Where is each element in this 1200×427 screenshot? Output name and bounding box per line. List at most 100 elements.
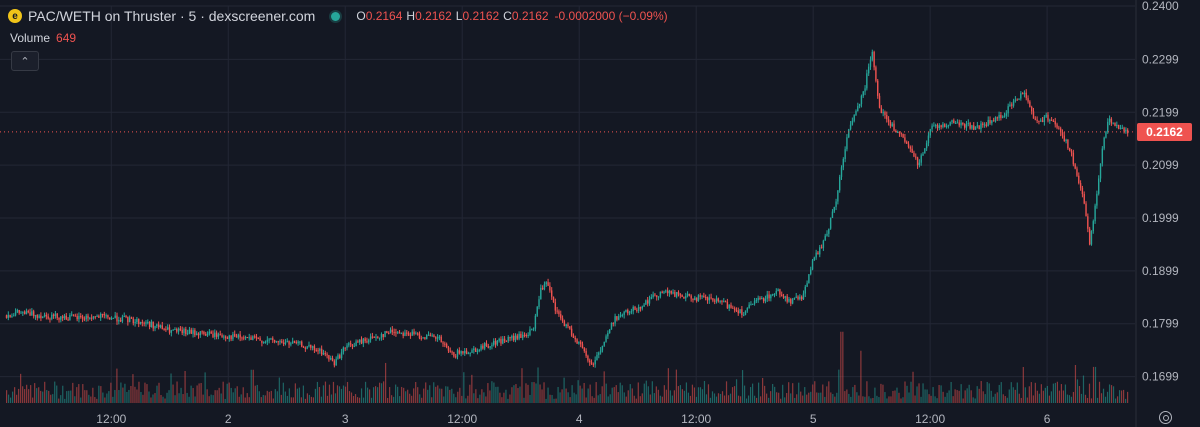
settings-gear-icon[interactable] bbox=[1159, 411, 1172, 424]
candle-body bbox=[920, 155, 922, 163]
candle-body bbox=[123, 316, 125, 318]
volume-bar bbox=[459, 387, 461, 403]
volume-bar bbox=[854, 384, 856, 403]
candle-body bbox=[101, 313, 104, 315]
candle-body bbox=[603, 341, 605, 346]
candle-body bbox=[516, 335, 518, 339]
volume-bar bbox=[417, 387, 419, 403]
candle-body bbox=[500, 339, 502, 344]
candle-body bbox=[1032, 111, 1035, 119]
candle-body bbox=[179, 328, 182, 330]
volume-bar bbox=[597, 395, 599, 403]
volume-bar bbox=[1000, 382, 1002, 403]
x-tick-label: 3 bbox=[342, 412, 349, 426]
volume-bar bbox=[1100, 393, 1103, 403]
y-tick-label: 0.1699 bbox=[1142, 370, 1179, 384]
volume-bar bbox=[675, 369, 677, 403]
candle-body bbox=[940, 125, 942, 128]
candle-body bbox=[811, 260, 814, 270]
volume-bar bbox=[697, 387, 700, 403]
candle-body bbox=[493, 340, 495, 345]
volume-bar bbox=[282, 382, 284, 403]
volume-bar bbox=[549, 394, 551, 403]
candle-body bbox=[132, 318, 134, 324]
candle-body bbox=[835, 201, 837, 207]
candle-body bbox=[866, 73, 868, 89]
volume-bar bbox=[1008, 389, 1010, 403]
candle-body bbox=[121, 316, 124, 322]
candle-body bbox=[637, 307, 640, 311]
volume-bar bbox=[242, 387, 244, 403]
volume-bar bbox=[42, 391, 44, 403]
candle-body bbox=[156, 324, 158, 327]
candle-body bbox=[1116, 124, 1118, 126]
volume-bar bbox=[756, 397, 758, 403]
volume-bar bbox=[509, 394, 511, 403]
candle-body bbox=[714, 300, 716, 302]
volume-bar bbox=[108, 391, 110, 403]
candle-body bbox=[469, 352, 471, 354]
candle-body bbox=[1012, 100, 1015, 106]
candle-body bbox=[681, 294, 683, 297]
candle-body bbox=[933, 125, 935, 127]
volume-bar bbox=[832, 394, 834, 403]
volume-bar bbox=[629, 384, 631, 403]
volume-bar bbox=[120, 382, 122, 403]
candle-body bbox=[618, 316, 620, 320]
volume-bar bbox=[1122, 389, 1125, 403]
volume-bar bbox=[330, 394, 333, 403]
candle-body bbox=[623, 311, 625, 315]
volume-bar bbox=[439, 388, 441, 403]
candle-body bbox=[384, 331, 386, 338]
candle-body bbox=[757, 297, 759, 301]
candle-body bbox=[107, 315, 109, 318]
volume-bar bbox=[150, 397, 152, 403]
candle-body bbox=[400, 333, 403, 335]
volume-bar bbox=[114, 390, 116, 403]
candle-body bbox=[619, 315, 622, 317]
volume-bar bbox=[643, 383, 645, 403]
collapse-legend-button[interactable]: ⌃ bbox=[11, 51, 39, 71]
volume-bar bbox=[60, 395, 62, 403]
candle-body bbox=[199, 331, 202, 336]
candle-body bbox=[1018, 98, 1020, 100]
candle-body bbox=[656, 295, 658, 297]
candle-body bbox=[924, 148, 926, 154]
volume-bar bbox=[705, 394, 708, 403]
candle-body bbox=[590, 362, 593, 365]
y-tick-label: 0.1899 bbox=[1142, 264, 1179, 278]
candle-body bbox=[409, 334, 412, 336]
volume-bar bbox=[383, 381, 385, 403]
candle-body bbox=[208, 331, 211, 334]
candle-body bbox=[522, 334, 524, 338]
volume-bar bbox=[533, 382, 535, 403]
candle-body bbox=[286, 341, 288, 343]
candle-body bbox=[444, 343, 446, 345]
candle-body bbox=[235, 336, 238, 338]
volume-bar bbox=[52, 394, 54, 403]
candle-body bbox=[52, 314, 55, 316]
volume-bar bbox=[216, 390, 218, 403]
volume-bar bbox=[421, 397, 423, 403]
volume-bar bbox=[260, 397, 262, 403]
candle-body bbox=[194, 330, 196, 336]
volume-bar bbox=[794, 397, 796, 403]
candle-body bbox=[723, 301, 725, 303]
volume-bar bbox=[200, 383, 202, 403]
candle-body bbox=[337, 355, 339, 359]
volume-bar bbox=[415, 381, 417, 403]
volume-bar bbox=[100, 386, 102, 403]
candle-body bbox=[849, 124, 852, 130]
candle-body bbox=[398, 332, 401, 334]
volume-bar bbox=[804, 387, 806, 403]
candle-body bbox=[436, 337, 439, 339]
candle-body bbox=[157, 324, 160, 328]
candle-body bbox=[34, 315, 37, 317]
volume-bar bbox=[796, 394, 798, 403]
volume-bar bbox=[336, 385, 339, 403]
candle-body bbox=[782, 296, 785, 298]
candle-body bbox=[328, 355, 330, 360]
candle-body bbox=[766, 294, 768, 299]
